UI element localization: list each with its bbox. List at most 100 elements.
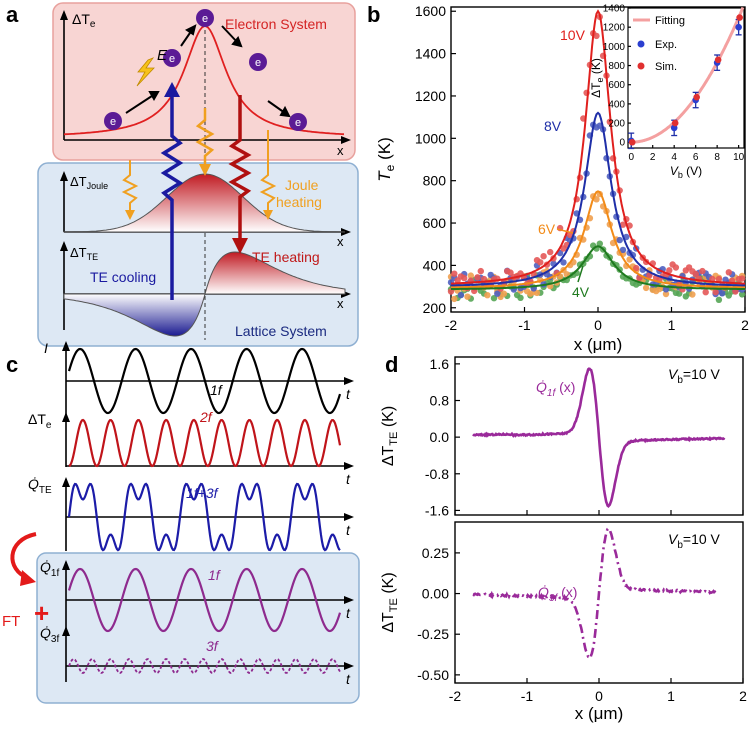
inset-legend-fit: Fitting: [655, 15, 685, 27]
d-curve-label: Q̇3f (x): [538, 584, 577, 604]
c-t-label: t: [346, 522, 351, 538]
electron-2: e: [163, 49, 181, 67]
d-xtick-label: 0: [595, 688, 603, 704]
inset-ytick-label: 200: [608, 119, 625, 130]
b-point-10V: [725, 269, 732, 276]
te-x-label: x: [337, 296, 344, 311]
c-yarrow: [62, 341, 70, 351]
inset-legend-sim: Sim.: [655, 61, 677, 73]
inset-frame: [627, 7, 745, 149]
field-label: E: [157, 47, 168, 64]
c-tarrow: [344, 462, 354, 470]
joule-arrow-left: [121, 160, 139, 220]
c-t-label: t: [346, 605, 351, 621]
d-ytick-label: -1.6: [425, 502, 449, 518]
c-row-label: Q̇3f: [40, 625, 59, 645]
ft-arrow: [10, 532, 37, 586]
joule-arrow-center: [195, 108, 215, 176]
b-xtick-label: 2: [741, 317, 749, 333]
inset-xtick-label: 0: [628, 152, 634, 163]
te-heating-arrow: [228, 95, 252, 254]
lightning-icon: E: [136, 47, 168, 87]
b-ytick-label: 600: [423, 215, 447, 231]
b-ytick-label: 1400: [415, 46, 446, 62]
c-t-label: t: [346, 471, 351, 487]
te-cooling-arrow: [160, 82, 184, 300]
d-vb-label: Vb=10 V: [668, 366, 721, 386]
inset-legend-sim-swatch: [637, 62, 645, 70]
b-point-10V: [633, 264, 640, 272]
b-line-10V: [450, 9, 746, 285]
inset-fit-line: [631, 6, 745, 144]
b-point-6V: [451, 295, 458, 303]
d-ytick-label: 0.8: [430, 393, 450, 409]
svg-text:e: e: [169, 53, 175, 65]
b-point-10V: [738, 275, 746, 282]
joule-x-label: x: [337, 234, 344, 249]
c-wave-0: [67, 347, 342, 415]
b-point-4V: [715, 296, 723, 303]
inset-exp-point: [735, 23, 742, 31]
inset-sim-point: [671, 119, 679, 127]
joule-arrow-right: [259, 130, 277, 220]
b-6v-pointer: [556, 228, 574, 234]
electron-4: e: [249, 53, 267, 71]
c-tarrow: [344, 596, 354, 604]
b-series-label-6V: 6V: [538, 221, 556, 237]
inset-ytick-label: 400: [608, 99, 625, 110]
electron-5: e: [289, 113, 307, 131]
d-ylabel: ΔTTE (K): [380, 572, 400, 632]
b-point-10V: [692, 270, 699, 278]
b-point-8V: [719, 290, 726, 297]
c-yarrow: [62, 626, 70, 636]
inset-ytick-label: 800: [608, 61, 625, 72]
d-vb-label: Vb=10 V: [668, 531, 721, 551]
svg-text:e: e: [255, 57, 261, 69]
b-xtick-label: 0: [594, 317, 602, 333]
d-top-chart: 1.6 0.8 0.0 -0.8 -1.6 ΔTTE (K) Vb=10 V Q̇1f (x): [380, 356, 744, 518]
b-point-10V: [702, 289, 709, 296]
b-ytick-label: 1200: [415, 88, 446, 104]
b-point-4V: [738, 291, 746, 298]
inset-ytick-label: 600: [608, 80, 625, 91]
c-freq-label: 1f: [210, 382, 224, 398]
te-heating-label: TE heating: [252, 249, 320, 265]
panel-d: d 1.6 0.8 0.0 -0.8 -1.6 ΔTTE (K) Vb=10 V Q̇1f (…: [380, 352, 747, 723]
svg-text:e: e: [295, 117, 301, 129]
b-point-4V: [596, 240, 603, 247]
c-wave-2: [67, 482, 341, 552]
d-ytick-label: 0.0: [430, 429, 450, 445]
c-freq-label: 2f: [199, 409, 214, 425]
te-cooling-lobe: [63, 293, 206, 337]
c-freq-label: 3f: [206, 638, 220, 654]
b-point-6V: [533, 289, 541, 297]
te-heating-lobe: [204, 251, 346, 295]
b-point-10V: [461, 274, 468, 282]
b-point-10V: [547, 248, 554, 256]
d-ytick-label: -0.8: [425, 466, 449, 482]
b-series-label-8V: 8V: [544, 118, 562, 134]
b-ytick-label: 800: [423, 173, 447, 189]
d-bottom-chart: 0.25 0.00 -0.25 -0.50-2 -1 0 1 2 x (μm) ΔTTE (K) V…: [380, 521, 747, 723]
d-xtick-label: 1: [667, 688, 675, 704]
b-point-10V: [619, 221, 627, 228]
b-point-10V: [451, 270, 458, 277]
b-series-label-10V: 10V: [560, 27, 586, 43]
b-ytick-label: 1600: [415, 3, 446, 19]
d-curve-4: [472, 526, 719, 660]
c-waveforms: t I 1f t ΔTe 2f t Q̇TE 1f+3f t Q̇1f 1f t Q̇3f 3f: [28, 340, 354, 687]
electron-3: e: [196, 9, 214, 27]
inset-xtick-label: 4: [671, 152, 677, 163]
lattice-system-title: Lattice System: [235, 323, 327, 339]
b-point-8V: [560, 259, 567, 266]
b-point-10V: [672, 264, 680, 271]
panel-a: a Electron System Lattice System ΔTe x e…: [6, 2, 359, 347]
b-point-4V: [517, 294, 524, 301]
c-yarrow: [62, 412, 70, 422]
b-point-6V: [626, 256, 633, 263]
c-tarrow: [344, 377, 354, 385]
b-point-10V: [540, 253, 547, 260]
c-tarrow: [344, 513, 354, 521]
b-line-4V: [451, 245, 745, 290]
